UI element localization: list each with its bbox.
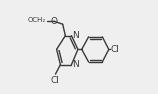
Text: OCH₂: OCH₂ — [28, 17, 46, 23]
Text: Cl: Cl — [110, 45, 119, 54]
Text: N: N — [72, 60, 79, 69]
Text: N: N — [72, 31, 79, 40]
Text: Cl: Cl — [50, 76, 59, 85]
Text: O: O — [51, 17, 58, 26]
